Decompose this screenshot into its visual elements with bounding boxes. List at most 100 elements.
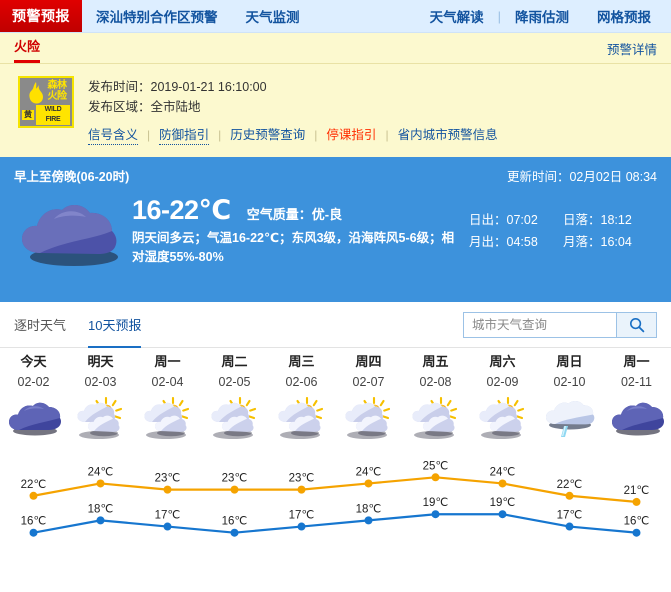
temperature-point xyxy=(498,510,507,519)
top-navigation-bar: 预警预报 深汕特别合作区预警 天气监测 天气解读 | 降雨估测 网格预报 xyxy=(0,0,671,33)
forecast-day-column[interactable]: 周四 02-07 xyxy=(335,352,402,443)
temperature-label: 23℃ xyxy=(155,473,181,485)
link-separator: | xyxy=(147,127,151,142)
air-quality-label: 空气质量：优-良 xyxy=(246,207,343,222)
link-province-city-warnings[interactable]: 省内城市预警信息 xyxy=(397,128,498,142)
search-input[interactable] xyxy=(464,312,616,337)
forecast-day-column[interactable]: 周二 02-05 xyxy=(201,352,268,443)
tab-ten-day-forecast[interactable]: 10天预报 xyxy=(88,302,142,348)
badge-line2: 火险 xyxy=(47,91,68,102)
forecast-weather-icon xyxy=(0,395,67,443)
current-panel-header: 早上至傍晚(06-20时) 更新时间：02月02日 08:34 xyxy=(14,166,657,185)
temperature-label: 18℃ xyxy=(356,503,382,515)
forecast-date: 02-03 xyxy=(84,375,117,389)
nav-item-rainfall-estimate[interactable]: 降雨估测 xyxy=(515,10,569,25)
temperature-point xyxy=(163,522,172,531)
temperature-label: 19℃ xyxy=(423,497,449,509)
sun-moon-times: 日出：07:02 日落：18:12 月出：04:58 月落：16:04 xyxy=(469,191,657,271)
temperature-point xyxy=(431,510,440,519)
sunset-label: 日落：18:12 xyxy=(563,213,632,227)
warning-body: 森林 火险 黄 WILD FIRE 发布时间：2019-01-21 16:10:… xyxy=(0,64,671,157)
temperature-label: 24℃ xyxy=(88,466,114,478)
forecast-day-column[interactable]: 周日 02-10 xyxy=(536,352,603,443)
temperature-point xyxy=(230,485,239,494)
forecast-weather-icon xyxy=(201,395,268,443)
forecast-period-label: 早上至傍晚(06-20时) xyxy=(14,170,130,184)
forecast-day-column[interactable]: 明天 02-03 xyxy=(67,352,134,443)
temperature-point xyxy=(29,491,38,500)
link-history-query[interactable]: 历史预警查询 xyxy=(230,128,306,142)
wildfire-warning-badge: 森林 火险 黄 WILD FIRE xyxy=(18,76,74,128)
temperature-label: 24℃ xyxy=(356,466,382,478)
forecast-date: 02-02 xyxy=(17,375,50,389)
moonset-label: 月落：16:04 xyxy=(563,235,632,249)
forecast-weekday: 周三 xyxy=(288,354,315,369)
forecast-date: 02-07 xyxy=(352,375,385,389)
forecast-day-column[interactable]: 周三 02-06 xyxy=(268,352,335,443)
forecast-weekday: 周日 xyxy=(556,354,583,369)
forecast-date: 02-04 xyxy=(151,375,184,389)
warning-tab-fire-risk[interactable]: 火险 xyxy=(14,36,41,63)
current-weather-panel: 早上至傍晚(06-20时) 更新时间：02月02日 08:34 16-22℃ 空… xyxy=(0,157,671,302)
forecast-weekday: 周五 xyxy=(422,354,449,369)
forecast-day-column[interactable]: 周一 02-04 xyxy=(134,352,201,443)
nav-item-forecast-warning[interactable]: 预警预报 xyxy=(0,0,82,32)
badge-footer: 黄 WILD FIRE xyxy=(20,105,72,125)
ten-day-forecast: 今天 02-02 明天 02-03 周一 02-04 xyxy=(0,348,671,545)
link-defense-guide[interactable]: 防御指引 xyxy=(159,124,210,145)
forecast-weekday: 周一 xyxy=(154,354,181,369)
temperature-point xyxy=(29,528,38,537)
forecast-weather-icon xyxy=(402,395,469,443)
temperature-row: 16-22℃ 空气质量：优-良 xyxy=(132,195,462,226)
forecast-weather-icon xyxy=(67,395,134,443)
temperature-label: 23℃ xyxy=(289,473,315,485)
forecast-weather-icon xyxy=(469,395,536,443)
warning-divider xyxy=(0,63,671,64)
moon-times-row: 月出：04:58 月落：16:04 xyxy=(469,231,657,253)
nav-item-weather-monitoring[interactable]: 天气监测 xyxy=(245,10,300,25)
warning-area: 发布区域：全市陆地 xyxy=(88,100,201,114)
link-class-suspension-guide[interactable]: 停课指引 xyxy=(326,128,377,142)
tab-hourly-weather[interactable]: 逐时天气 xyxy=(14,318,67,333)
forecast-weekday: 周四 xyxy=(355,354,382,369)
current-temperature: 16-22℃ xyxy=(132,195,231,225)
forecast-day-column[interactable]: 今天 02-02 xyxy=(0,352,67,443)
temperature-point xyxy=(565,491,574,500)
nav-right-group: 天气解读 | 降雨估测 网格预报 xyxy=(416,0,671,32)
temperature-label: 18℃ xyxy=(88,503,114,515)
badge-chinese-label: 森林 火险 xyxy=(45,80,69,102)
nav-item-shenshan-warning[interactable]: 深汕特别合作区预警 xyxy=(96,10,218,25)
temperature-line xyxy=(33,513,637,534)
warning-text-block: 发布时间：2019-01-21 16:10:00 发布区域：全市陆地 信号含义 … xyxy=(88,76,671,145)
temperature-point xyxy=(431,473,440,482)
forecast-day-column[interactable]: 周一 02-11 xyxy=(603,352,670,443)
nav-item-weather-interpretation[interactable]: 天气解读 xyxy=(429,10,484,25)
warning-header: 火险 预警详情 xyxy=(0,33,671,63)
search-icon[interactable] xyxy=(616,312,656,337)
forecast-day-column[interactable]: 周五 02-08 xyxy=(402,352,469,443)
temperature-point xyxy=(297,485,306,494)
temperature-point xyxy=(632,497,641,506)
warning-issue-time: 发布时间：2019-01-21 16:10:00 xyxy=(88,80,267,94)
forecast-date: 02-05 xyxy=(218,375,251,389)
link-signal-meaning[interactable]: 信号含义 xyxy=(88,124,139,145)
temperature-point xyxy=(565,522,574,531)
nav-item-grid-forecast[interactable]: 网格预报 xyxy=(597,10,651,25)
temperature-point xyxy=(632,528,641,537)
link-separator: | xyxy=(314,127,318,142)
forecast-day-column[interactable]: 周六 02-09 xyxy=(469,352,536,443)
temperature-label: 16℃ xyxy=(624,516,650,528)
temperature-line xyxy=(33,476,637,504)
city-weather-search xyxy=(463,311,657,338)
nav-left-group: 深汕特别合作区预警 天气监测 xyxy=(82,0,314,32)
forecast-weather-icon xyxy=(134,395,201,443)
forecast-date: 02-11 xyxy=(620,375,653,389)
forecast-date: 02-10 xyxy=(553,375,586,389)
forecast-weekday: 周一 xyxy=(623,354,650,369)
warning-detail-link[interactable]: 预警详情 xyxy=(606,42,657,57)
forecast-weekday: 今天 xyxy=(20,354,47,369)
temperature-label: 25℃ xyxy=(423,460,449,472)
temperature-label: 17℃ xyxy=(289,510,315,522)
badge-english-label: WILD FIRE xyxy=(36,105,70,125)
temperature-point xyxy=(163,485,172,494)
